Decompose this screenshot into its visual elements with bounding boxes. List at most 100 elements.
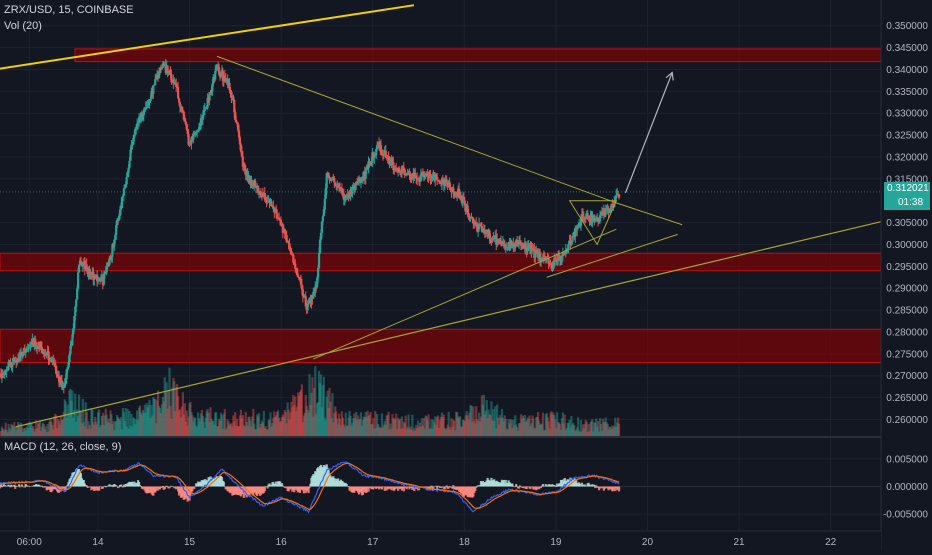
candle-body bbox=[436, 177, 438, 181]
price-tick-label: 0.325000 bbox=[886, 131, 928, 142]
price-tick-label: 0.330000 bbox=[886, 109, 928, 120]
macd-histogram-bar bbox=[282, 486, 284, 487]
candle-body bbox=[121, 197, 123, 208]
macd-histogram-bar bbox=[584, 484, 586, 486]
macd-histogram-bar bbox=[27, 486, 29, 487]
candle-body bbox=[333, 178, 335, 182]
price-zone[interactable] bbox=[0, 253, 881, 270]
macd-histogram-bar bbox=[98, 487, 100, 491]
price-tick-label: 0.295000 bbox=[886, 262, 928, 273]
macd-histogram-bar bbox=[9, 487, 11, 488]
macd-histogram-bar bbox=[475, 487, 477, 488]
macd-histogram-bar bbox=[529, 487, 531, 490]
candle-body bbox=[128, 161, 130, 168]
macd-histogram-bar bbox=[308, 487, 310, 489]
macd-histogram-bar bbox=[13, 485, 15, 487]
macd-histogram-bar bbox=[432, 487, 434, 489]
volume-bar bbox=[618, 424, 620, 436]
macd-histogram-bar bbox=[122, 487, 124, 488]
candle-body bbox=[177, 87, 179, 98]
price-tick-label: 0.320000 bbox=[886, 152, 928, 163]
symbol-title[interactable]: ZRX/USD, 15, COINBASE bbox=[4, 4, 134, 16]
price-zone[interactable] bbox=[75, 49, 881, 62]
time-tick-label: 19 bbox=[550, 537, 562, 548]
price-tick-label: 0.260000 bbox=[886, 415, 928, 426]
macd-histogram-bar bbox=[594, 487, 596, 489]
price-tick-label: 0.285000 bbox=[886, 306, 928, 317]
macd-histogram-bar bbox=[435, 486, 437, 487]
macd-histogram-bar bbox=[430, 486, 432, 487]
price-tick-label: 0.335000 bbox=[886, 87, 928, 98]
macd-histogram-bar bbox=[522, 487, 524, 489]
last-price-value: 0.312021 bbox=[887, 182, 930, 196]
time-tick-label: 22 bbox=[825, 537, 837, 548]
macd-histogram-bar bbox=[193, 487, 195, 489]
candle-body bbox=[514, 243, 516, 247]
macd-histogram-bar bbox=[593, 485, 595, 487]
macd-histogram-bar bbox=[519, 486, 521, 487]
price-axis-panel[interactable] bbox=[881, 0, 932, 550]
macd-histogram-bar bbox=[111, 485, 113, 487]
macd-histogram-bar bbox=[445, 487, 447, 488]
time-tick-label: 18 bbox=[459, 537, 471, 548]
volume-indicator-label[interactable]: Vol (20) bbox=[4, 20, 42, 32]
macd-histogram-bar bbox=[526, 487, 528, 490]
macd-histogram-bar bbox=[21, 485, 23, 487]
macd-histogram-bar bbox=[588, 484, 590, 486]
last-price-badge: 0.312021 01:38 bbox=[884, 182, 930, 210]
macd-histogram-bar bbox=[123, 485, 125, 487]
macd-histogram-bar bbox=[264, 487, 266, 492]
candle-body bbox=[75, 300, 77, 307]
price-zone[interactable] bbox=[0, 329, 881, 362]
macd-histogram-bar bbox=[618, 487, 620, 492]
macd-histogram-bar bbox=[285, 487, 287, 489]
macd-histogram-bar bbox=[124, 487, 126, 488]
macd-histogram-bar bbox=[19, 487, 21, 488]
time-tick-label: 06:00 bbox=[17, 537, 42, 548]
macd-histogram-bar bbox=[41, 486, 43, 487]
time-tick-label: 20 bbox=[642, 537, 654, 548]
macd-histogram-bar bbox=[542, 484, 544, 486]
macd-histogram-bar bbox=[515, 484, 517, 486]
candle-body bbox=[493, 238, 495, 239]
macd-histogram-bar bbox=[102, 487, 104, 489]
price-tick-label: 0.275000 bbox=[886, 349, 928, 360]
candle-body bbox=[322, 216, 324, 221]
macd-histogram-bar bbox=[28, 487, 30, 488]
macd-histogram-bar bbox=[514, 487, 516, 488]
macd-histogram-bar bbox=[540, 487, 542, 489]
macd-histogram-bar bbox=[447, 487, 449, 489]
candle-body bbox=[318, 253, 320, 268]
candle-body bbox=[126, 177, 128, 184]
price-tick-label: 0.265000 bbox=[886, 393, 928, 404]
macd-histogram-bar bbox=[446, 486, 448, 487]
macd-indicator-label[interactable]: MACD (12, 26, close, 9) bbox=[4, 441, 121, 453]
price-tick-label: 0.280000 bbox=[886, 327, 928, 338]
candle-body bbox=[599, 215, 601, 221]
macd-histogram-bar bbox=[8, 485, 10, 486]
macd-histogram-bar bbox=[546, 485, 548, 486]
time-tick-label: 15 bbox=[184, 537, 196, 548]
macd-histogram-bar bbox=[372, 487, 374, 490]
time-tick-label: 21 bbox=[733, 537, 745, 548]
price-tick-label: 0.290000 bbox=[886, 284, 928, 295]
candle-body bbox=[351, 189, 353, 194]
macd-histogram-bar bbox=[4, 485, 6, 486]
price-tick-label: 0.305000 bbox=[886, 218, 928, 229]
macd-histogram-bar bbox=[105, 487, 107, 488]
macd-histogram-bar bbox=[223, 482, 225, 487]
macd-histogram-bar bbox=[14, 487, 16, 489]
time-axis-panel[interactable] bbox=[0, 531, 881, 550]
macd-histogram-bar bbox=[166, 486, 168, 487]
macd-histogram-bar bbox=[536, 487, 538, 490]
macd-histogram-bar bbox=[15, 486, 17, 487]
macd-histogram-bar bbox=[161, 487, 163, 488]
candle-body bbox=[7, 362, 9, 370]
candle-body bbox=[334, 182, 336, 185]
macd-histogram-bar bbox=[1, 487, 3, 488]
macd-histogram-bar bbox=[38, 485, 40, 487]
macd-histogram-bar bbox=[43, 487, 45, 488]
